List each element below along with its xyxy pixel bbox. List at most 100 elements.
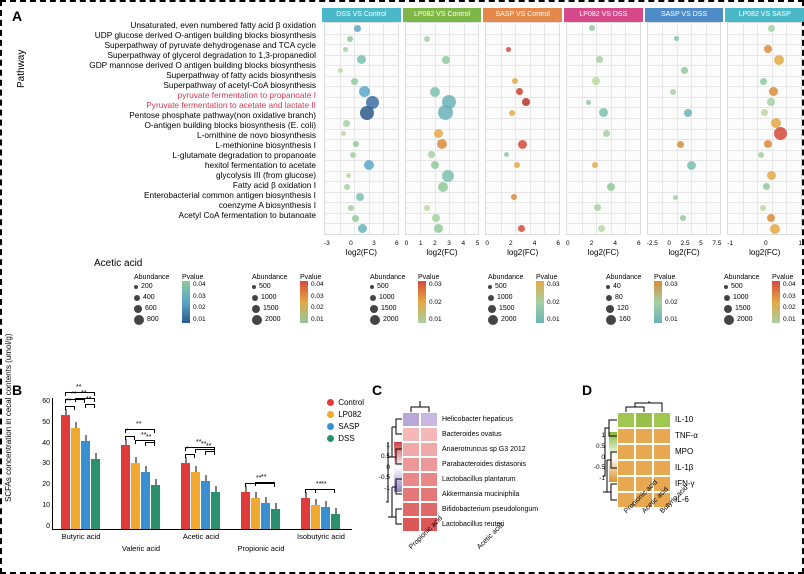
- facet: SASP VS DSS-2.502.557.5log2(FC): [645, 8, 724, 253]
- heatmap-cell: [653, 444, 671, 460]
- pathway-row: Pyruvate fermentation to acetate and lac…: [24, 100, 316, 110]
- facet-xlabel: log2(FC): [564, 248, 643, 257]
- panel-b-yticks: 0102030405060: [38, 398, 50, 530]
- sig-bracket: [185, 454, 195, 455]
- bubble: [351, 78, 358, 85]
- heatmap-cell: [617, 412, 635, 428]
- pathway-row: Superpathway of fatty acids biosynthesis: [24, 70, 316, 80]
- heatmap-cell: [635, 412, 653, 428]
- bubble: [424, 205, 430, 211]
- bubble: [767, 171, 776, 180]
- bar: [211, 492, 220, 529]
- heatmap-cell: [635, 460, 653, 476]
- bubble: [592, 77, 600, 85]
- sig-bracket: [255, 482, 275, 483]
- legend-item: LP082: [327, 408, 364, 420]
- bubble: [758, 152, 764, 158]
- heatmap-cell: [653, 460, 671, 476]
- bubble: [350, 152, 356, 158]
- bar: [301, 498, 310, 529]
- pathway-row: coenzyme A biosynthesis I: [24, 200, 316, 210]
- facet-xticks: -101: [727, 240, 802, 247]
- heatmap-cell: [420, 502, 438, 517]
- facet-plot: [647, 22, 722, 235]
- bubble: [341, 131, 346, 136]
- pathway-row: Acetyl CoA fermentation to butanoate: [24, 210, 316, 220]
- bar: [151, 485, 160, 529]
- facet-plot: [485, 22, 560, 235]
- facet-header: LP082 VS DSS: [564, 8, 643, 22]
- bubble: [353, 141, 359, 147]
- facet-header: LP082 VS Control: [403, 8, 482, 22]
- panel-b: SCFAs concentration in cecal contents (u…: [24, 392, 364, 562]
- bar: [251, 498, 260, 529]
- bubble: [442, 56, 450, 64]
- bubble: [516, 88, 523, 95]
- bar: [141, 472, 150, 529]
- pathway-row: Pentose phosphate pathway(non oxidative …: [24, 110, 316, 120]
- heatmap-rowlabel: Akkermansia muciniphila: [442, 487, 538, 502]
- heatmap-c-collabels: Propionic acidAcetic acid: [402, 534, 486, 541]
- bubble: [767, 214, 775, 222]
- bar: [271, 509, 280, 529]
- pathway-row: Superpathway of glycerol degradation to …: [24, 50, 316, 60]
- facet-header: SASP VS DSS: [645, 8, 724, 22]
- sig-bracket: [205, 451, 215, 452]
- bar-group: [241, 492, 280, 529]
- bubble: [768, 25, 775, 32]
- sig-label: **: [146, 434, 151, 441]
- bubble: [763, 183, 770, 190]
- bubble: [518, 225, 525, 232]
- panel-a: Pathway Unsaturated, even numbered fatty…: [24, 8, 794, 378]
- heatmap-rowlabel: MPO: [675, 444, 698, 460]
- bar: [241, 492, 250, 529]
- legend-item: Control: [327, 396, 364, 408]
- pathway-row: glycolysis III (from glucose): [24, 170, 316, 180]
- bubble: [434, 129, 443, 138]
- sig-bracket: [145, 442, 155, 443]
- facet-xlabel: log2(FC): [322, 248, 401, 257]
- heatmap-rowlabel: IL-1β: [675, 460, 698, 476]
- bubble: [506, 47, 511, 52]
- heatmap-rowlabel: TNF-α: [675, 428, 698, 444]
- panel-d: 10.50-0.5-1 IL-10TNF-αMPOIL-1βIFN-γIL-6 …: [597, 392, 797, 562]
- panel-a-label: A: [12, 8, 22, 24]
- sig-label: **: [321, 481, 326, 488]
- facet-xlabel: log2(FC): [403, 248, 482, 257]
- bubble: [684, 109, 692, 117]
- facet-xlabel: log2(FC): [725, 248, 804, 257]
- heatmap-cell: [635, 444, 653, 460]
- bubble: [603, 130, 610, 137]
- bubble: [589, 25, 595, 31]
- heatmap-cell: [420, 472, 438, 487]
- bar-group: [181, 463, 220, 529]
- pathway-row: L-methionine biosynthesis I: [24, 140, 316, 150]
- heatmap-cell: [653, 412, 671, 428]
- bubble: [674, 36, 679, 41]
- panel-b-ylabel: SCFAs concentration in cecal contents (u…: [4, 333, 13, 502]
- bar-category-label: Propionic acid: [237, 544, 284, 553]
- legend-column: Abundance500100015002000Pvalue0.030.020.…: [488, 274, 603, 325]
- facet-xlabel: log2(FC): [645, 248, 724, 257]
- legend-column: Abundance500100015002000Pvalue0.040.030.…: [724, 274, 804, 325]
- bubble: [364, 160, 374, 170]
- bubble: [687, 161, 696, 170]
- pathway-row: GDP mannose derived O antigen building b…: [24, 60, 316, 70]
- heatmap-cell: [420, 412, 438, 427]
- panel-b-label: B: [12, 382, 22, 398]
- bubble: [673, 195, 678, 200]
- legend-column: Abundance500100015002000Pvalue0.030.020.…: [370, 274, 485, 325]
- bubble: [438, 182, 448, 192]
- bubble: [594, 204, 601, 211]
- bar-category-label: Butyric acid: [62, 532, 101, 541]
- bubble: [599, 108, 608, 117]
- bubble: [357, 55, 366, 64]
- legend-column: Abundance4080120160Pvalue0.030.020.01: [606, 274, 721, 325]
- bubble-facets: DSS VS Control-3036log2(FC)LP082 VS Cont…: [322, 8, 804, 253]
- bubble: [346, 173, 351, 178]
- sig-bracket: [65, 392, 95, 393]
- facet: LP082 VS Control012345log2(FC): [403, 8, 482, 253]
- sig-label: **: [206, 443, 211, 450]
- bar: [191, 472, 200, 529]
- sig-bracket: [65, 406, 75, 407]
